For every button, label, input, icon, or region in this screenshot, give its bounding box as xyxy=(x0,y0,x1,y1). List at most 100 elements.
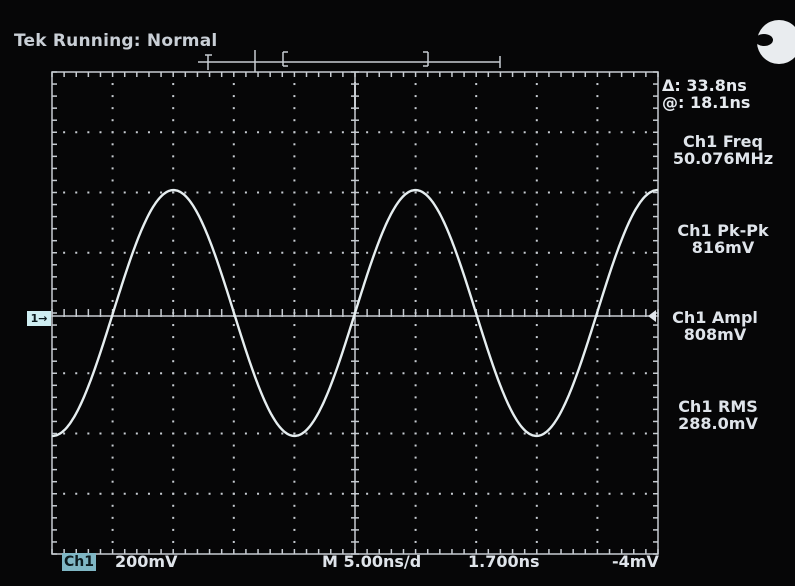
grid-dot xyxy=(450,432,453,435)
grid-dot xyxy=(111,420,114,423)
grid-dot xyxy=(293,432,296,435)
grid-dot xyxy=(63,432,66,435)
grid-dot xyxy=(99,492,102,495)
grid-dot xyxy=(378,251,381,254)
ch1-ground-marker[interactable]: 1→ xyxy=(27,311,51,326)
grid-dot xyxy=(244,372,247,375)
grid-dot xyxy=(596,251,599,254)
grid-dot xyxy=(463,372,466,375)
grid-dot xyxy=(87,372,90,375)
grid-dot xyxy=(523,191,526,194)
grid-dot xyxy=(232,408,235,411)
grid-dot xyxy=(535,167,538,170)
grid-dot xyxy=(123,251,126,254)
grid-dot xyxy=(75,492,78,495)
grid-dot xyxy=(475,480,478,483)
grid-dot xyxy=(87,251,90,254)
grid-dot xyxy=(535,420,538,423)
grid-dot xyxy=(172,275,175,278)
grid-dot xyxy=(475,336,478,339)
grid-dot xyxy=(111,191,114,194)
grid-dot xyxy=(378,372,381,375)
grid-dot xyxy=(535,456,538,459)
grid-dot xyxy=(293,275,296,278)
grid-dot xyxy=(414,420,417,423)
grid-dot xyxy=(329,432,332,435)
grid-dot xyxy=(547,372,550,375)
grid-dot xyxy=(111,227,114,230)
grid-dot xyxy=(584,191,587,194)
grid-dot xyxy=(560,432,563,435)
grid-dot xyxy=(172,408,175,411)
grid-dot xyxy=(293,203,296,206)
grid-dot xyxy=(75,251,78,254)
grid-dot xyxy=(426,251,429,254)
grid-dot xyxy=(414,492,417,495)
grid-dot xyxy=(620,131,623,134)
graticule-grid xyxy=(63,83,647,543)
grid-dot xyxy=(463,251,466,254)
grid-dot xyxy=(208,191,211,194)
grid-dot xyxy=(414,468,417,471)
grid-dot xyxy=(596,299,599,302)
grid-dot xyxy=(596,119,599,122)
grid-dot xyxy=(475,95,478,98)
grid-dot xyxy=(499,251,502,254)
grid-dot xyxy=(111,275,114,278)
grid-dot xyxy=(475,203,478,206)
grid-dot xyxy=(317,492,320,495)
grid-dot xyxy=(596,516,599,519)
grid-dot xyxy=(111,540,114,543)
grid-dot xyxy=(535,432,538,435)
grid-dot xyxy=(208,372,211,375)
grid-dot xyxy=(111,107,114,110)
measurement-value: 808mV xyxy=(683,325,747,344)
grid-dot xyxy=(560,191,563,194)
grid-dot xyxy=(535,287,538,290)
grid-dot xyxy=(414,360,417,363)
grid-dot xyxy=(111,324,114,327)
grid-dot xyxy=(232,131,235,134)
ch1-channel-tag[interactable]: Ch1 xyxy=(62,553,96,571)
grid-dot xyxy=(329,372,332,375)
grid-dot xyxy=(535,372,538,375)
grid-dot xyxy=(293,107,296,110)
grid-dot xyxy=(111,263,114,266)
grid-dot xyxy=(535,83,538,86)
grid-dot xyxy=(293,287,296,290)
grid-dot xyxy=(390,191,393,194)
grid-dot xyxy=(317,131,320,134)
grid-dot xyxy=(257,432,260,435)
grid-dot xyxy=(196,131,199,134)
grid-dot xyxy=(111,179,114,182)
grid-dot xyxy=(644,191,647,194)
grid-dot xyxy=(366,492,369,495)
grid-dot xyxy=(366,251,369,254)
grid-dot xyxy=(341,131,344,134)
grid-dot xyxy=(172,215,175,218)
grid-dot xyxy=(172,167,175,170)
grid-dot xyxy=(499,432,502,435)
grid-dot xyxy=(147,131,150,134)
grid-dot xyxy=(123,432,126,435)
grid-dot xyxy=(366,191,369,194)
grid-dot xyxy=(232,263,235,266)
grid-dot xyxy=(172,239,175,242)
grid-dot xyxy=(535,275,538,278)
grid-dot xyxy=(220,131,223,134)
grid-dot xyxy=(172,360,175,363)
grid-dot xyxy=(111,432,114,435)
grid-dot xyxy=(257,492,260,495)
grid-dot xyxy=(293,492,296,495)
grid-dot xyxy=(196,251,199,254)
grid-dot xyxy=(99,191,102,194)
grid-dot xyxy=(293,504,296,507)
grid-dot xyxy=(232,492,235,495)
grid-dot xyxy=(305,191,308,194)
grid-dot xyxy=(196,492,199,495)
grid-dot xyxy=(232,540,235,543)
grid-dot xyxy=(572,432,575,435)
grid-dot xyxy=(438,372,441,375)
grid-dot xyxy=(475,456,478,459)
grid-dot xyxy=(596,336,599,339)
